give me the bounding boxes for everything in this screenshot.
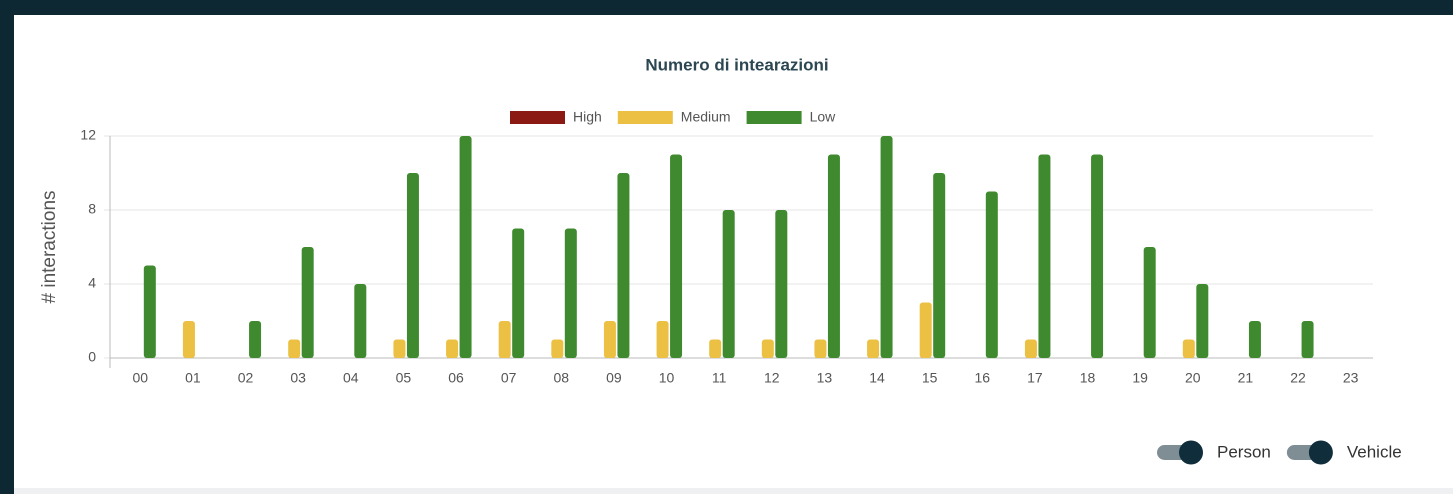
bar bbox=[1143, 247, 1156, 358]
bar bbox=[814, 339, 827, 358]
bar bbox=[1248, 321, 1261, 358]
x-tick-label: 10 bbox=[659, 370, 675, 386]
legend-label: Low bbox=[810, 109, 837, 125]
x-tick-label: 18 bbox=[1080, 370, 1096, 386]
x-tick-label: 16 bbox=[975, 370, 991, 386]
bar bbox=[249, 321, 262, 358]
bar bbox=[354, 284, 367, 358]
toggle-label: Person bbox=[1217, 442, 1271, 461]
x-tick-label: 07 bbox=[501, 370, 517, 386]
y-tick-label: 12 bbox=[80, 127, 96, 143]
x-tick-label: 08 bbox=[554, 370, 570, 386]
bar bbox=[1196, 284, 1209, 358]
bar bbox=[143, 265, 156, 358]
y-tick-label: 0 bbox=[88, 349, 96, 365]
bar bbox=[722, 210, 735, 358]
bar bbox=[919, 302, 932, 358]
legend-swatch bbox=[510, 111, 565, 124]
card-footer bbox=[14, 488, 1453, 494]
x-tick-label: 02 bbox=[238, 370, 254, 386]
bar bbox=[709, 339, 722, 358]
bar bbox=[603, 321, 616, 358]
bar bbox=[1301, 321, 1314, 358]
x-tick-label: 11 bbox=[712, 370, 727, 386]
bar bbox=[498, 321, 511, 358]
bar bbox=[880, 136, 893, 358]
x-tick-label: 01 bbox=[185, 370, 201, 386]
x-tick-label: 22 bbox=[1290, 370, 1306, 386]
x-tick-label: 20 bbox=[1185, 370, 1201, 386]
x-tick-label: 14 bbox=[869, 370, 885, 386]
x-tick-label: 17 bbox=[1027, 370, 1043, 386]
legend-label: Medium bbox=[681, 109, 731, 125]
bar bbox=[288, 339, 301, 358]
x-tick-label: 19 bbox=[1132, 370, 1148, 386]
bar bbox=[1182, 339, 1195, 358]
bar bbox=[393, 339, 406, 358]
bar bbox=[761, 339, 774, 358]
bar bbox=[1091, 154, 1104, 358]
legend-swatch bbox=[617, 111, 673, 124]
x-tick-label: 23 bbox=[1343, 370, 1359, 386]
x-tick-label: 06 bbox=[448, 370, 464, 386]
bar bbox=[617, 173, 630, 358]
bar bbox=[406, 173, 419, 358]
y-tick-label: 4 bbox=[88, 275, 96, 291]
bar bbox=[1024, 339, 1037, 358]
x-tick-label: 21 bbox=[1238, 370, 1254, 386]
toggle-label: Vehicle bbox=[1347, 442, 1402, 461]
chart-title: Numero di intearazioni bbox=[645, 55, 828, 74]
bar bbox=[182, 321, 195, 358]
bar bbox=[459, 136, 472, 358]
legend-label: High bbox=[573, 109, 602, 125]
x-tick-label: 04 bbox=[343, 370, 359, 386]
x-tick-label: 12 bbox=[764, 370, 780, 386]
y-axis-label: # interactions bbox=[39, 190, 60, 303]
x-tick-label: 13 bbox=[817, 370, 833, 386]
bar bbox=[827, 154, 840, 358]
toggle-knob[interactable] bbox=[1308, 440, 1333, 465]
bar bbox=[656, 321, 669, 358]
bar bbox=[775, 210, 788, 358]
legend-swatch bbox=[746, 111, 802, 124]
x-tick-label: 15 bbox=[922, 370, 938, 386]
bar bbox=[933, 173, 946, 358]
bar bbox=[301, 247, 314, 358]
x-tick-label: 03 bbox=[290, 370, 306, 386]
bar bbox=[670, 154, 683, 358]
bar bbox=[867, 339, 880, 358]
toggle-knob[interactable] bbox=[1179, 440, 1203, 465]
x-tick-label: 09 bbox=[606, 370, 622, 386]
x-tick-label: 05 bbox=[396, 370, 412, 386]
bar bbox=[446, 339, 459, 358]
bar bbox=[564, 228, 577, 358]
bar bbox=[1038, 154, 1051, 358]
bar bbox=[512, 228, 525, 358]
y-tick-label: 8 bbox=[88, 201, 96, 217]
bar bbox=[551, 339, 564, 358]
x-tick-label: 00 bbox=[133, 370, 149, 386]
bar bbox=[985, 191, 998, 358]
